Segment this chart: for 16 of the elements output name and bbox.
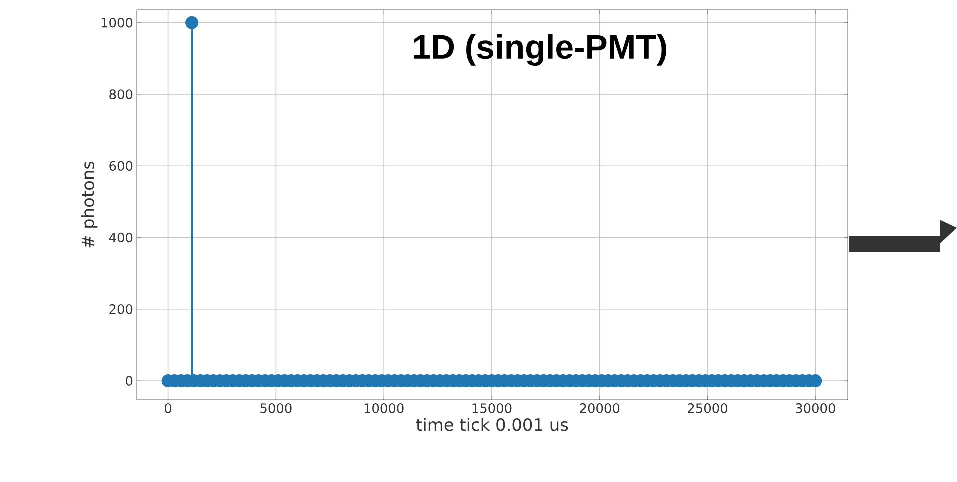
x-tick-label: 30000 (796, 404, 836, 414)
annotation: 1D (single-PMT) (414, 34, 666, 66)
x-tick-label: 15000 (472, 404, 512, 414)
y-axis-title: # photons (81, 162, 98, 248)
x-tick-label: 10000 (364, 404, 404, 414)
y-tick-label: 0 (126, 376, 133, 386)
x-axis-title: time tick 0.001 us (416, 418, 568, 432)
y-tick-label: 200 (110, 304, 133, 314)
y-tick-label: 1000 (102, 18, 133, 28)
x-tick-label: 20000 (580, 404, 620, 414)
y-tick-label: 400 (109, 232, 133, 243)
x-tick-label: 25000 (688, 404, 728, 414)
y-tick-label: 800 (110, 90, 133, 100)
x-tick-label: 0 (165, 404, 172, 414)
x-tick-label: 5000 (260, 404, 292, 414)
y-tick-label: 600 (110, 161, 133, 172)
